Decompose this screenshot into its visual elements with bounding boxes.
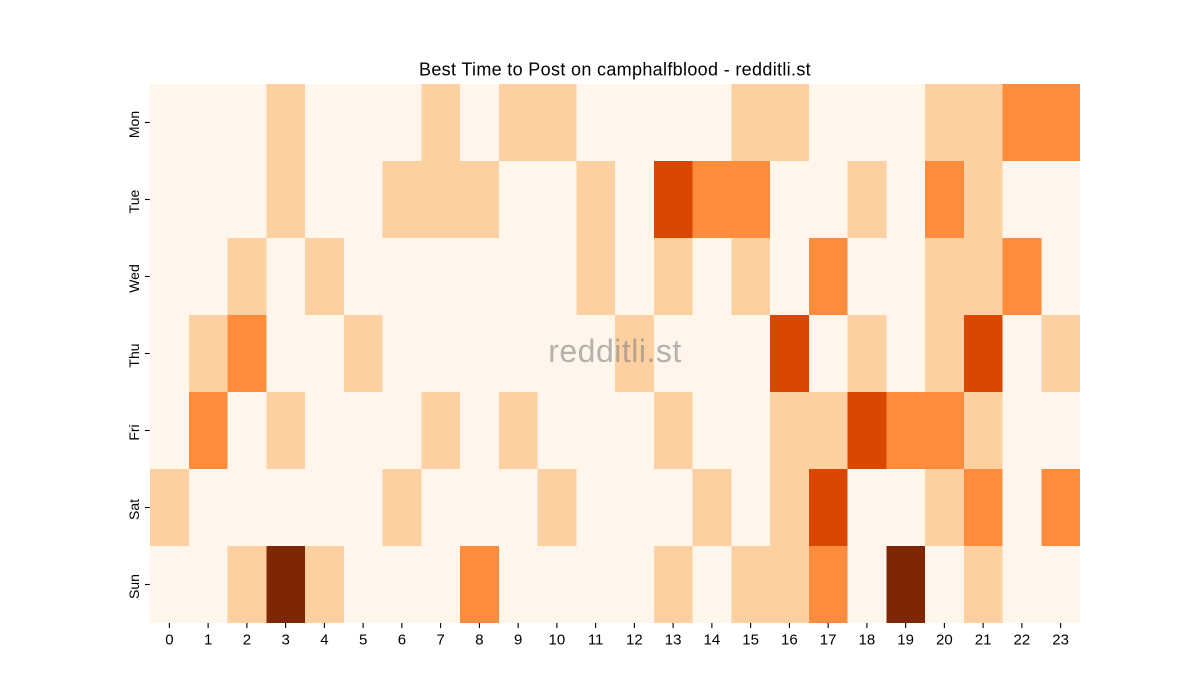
svg-text:7: 7 [436,632,444,649]
svg-text:21: 21 [975,632,992,649]
svg-text:19: 19 [897,632,914,649]
svg-text:23: 23 [1052,632,1069,649]
svg-text:redditli.st: redditli.st [548,333,682,369]
svg-text:4: 4 [320,632,328,649]
svg-text:13: 13 [665,632,682,649]
svg-text:16: 16 [781,632,798,649]
svg-text:11: 11 [588,632,604,649]
svg-text:Wed: Wed [126,264,142,293]
svg-text:9: 9 [514,632,522,649]
svg-text:3: 3 [281,632,289,649]
svg-text:10: 10 [549,632,566,649]
svg-text:15: 15 [742,632,759,649]
svg-text:8: 8 [475,632,483,649]
svg-text:Sun: Sun [126,574,142,599]
svg-text:2: 2 [243,632,251,649]
svg-text:6: 6 [398,632,406,649]
svg-text:17: 17 [820,632,837,649]
svg-text:Thu: Thu [126,343,142,367]
svg-text:Best Time to Post on camphalfb: Best Time to Post on camphalfblood - red… [419,60,811,80]
svg-text:20: 20 [936,632,953,649]
svg-text:22: 22 [1014,632,1031,649]
svg-text:18: 18 [859,632,876,649]
svg-text:5: 5 [359,632,367,649]
svg-text:14: 14 [704,632,721,649]
svg-text:Sat: Sat [126,499,142,520]
svg-text:Fri: Fri [126,424,142,440]
svg-text:Tue: Tue [126,189,142,213]
svg-text:1: 1 [204,632,212,649]
svg-text:Mon: Mon [126,111,142,138]
svg-text:0: 0 [165,632,173,649]
svg-text:12: 12 [626,632,643,649]
